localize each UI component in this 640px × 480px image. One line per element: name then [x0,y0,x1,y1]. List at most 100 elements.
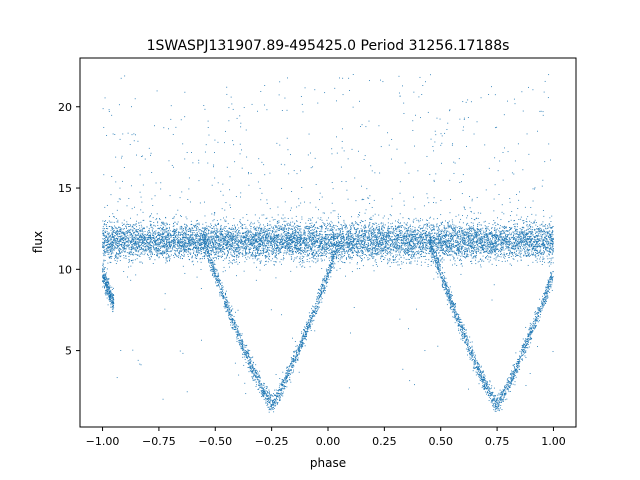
data-point [102,241,104,243]
data-point [290,256,292,258]
data-point [115,232,117,234]
data-point [476,231,477,233]
data-point [547,262,549,264]
data-point [316,238,318,239]
data-point [407,227,409,229]
data-point [207,242,209,244]
data-point [292,253,294,255]
data-point [305,222,307,224]
data-point [461,246,462,248]
data-point [206,238,208,240]
data-point [547,258,549,260]
data-point [359,245,361,247]
data-point [407,239,409,241]
data-point [372,236,373,238]
data-point [461,253,463,255]
data-point [256,240,258,242]
data-point [149,239,151,241]
data-point [512,236,514,238]
data-point [247,246,249,248]
data-point [368,228,370,230]
data-point [311,260,313,262]
data-point [257,238,259,240]
data-point [398,258,400,260]
data-point [303,237,305,239]
data-point [379,250,381,252]
data-point [322,247,323,249]
data-point [175,242,177,244]
data-point [270,240,272,242]
data-point [471,246,473,248]
data-point [122,231,124,233]
data-point [164,245,166,247]
data-point [431,254,433,255]
data-point [385,246,387,248]
data-point [486,241,488,243]
data-point [328,224,330,226]
data-point [411,235,413,237]
data-point [387,253,389,255]
data-point [132,262,134,264]
data-point [435,232,437,234]
data-point [158,231,159,233]
data-point [362,252,364,254]
data-point [229,235,231,237]
data-point [286,242,287,244]
data-point [140,235,141,237]
data-point [359,248,361,250]
data-point [284,228,286,230]
data-point [343,247,345,249]
data-point [151,241,153,243]
data-point [252,251,254,253]
data-point [286,243,288,245]
data-point [188,244,190,246]
data-point [524,254,526,256]
data-point [481,242,483,244]
data-point [117,235,119,237]
data-point [352,250,354,252]
data-point [347,245,349,247]
data-point [494,239,496,241]
data-point [110,240,112,242]
data-point [475,237,477,239]
data-point [423,247,425,249]
data-point [138,244,140,246]
data-point [241,235,243,237]
data-point [350,248,352,250]
data-point [283,228,285,230]
data-point [546,240,548,242]
data-point [548,232,550,234]
data-point [448,220,450,222]
data-point [162,232,164,234]
data-point [171,240,173,242]
data-point [120,244,121,246]
data-point [455,245,457,246]
data-point [390,240,392,241]
data-point [444,242,446,244]
data-point [308,253,310,255]
data-point [218,243,220,245]
data-point [509,239,511,241]
data-point [432,247,434,249]
data-point [494,235,496,236]
data-point [490,249,492,251]
data-point [195,244,197,246]
data-point [496,256,498,258]
data-point [116,258,118,260]
data-point [399,233,401,235]
data-point [503,252,505,254]
data-point [467,240,469,242]
data-point [268,241,270,243]
data-point [375,250,377,252]
data-point [433,241,435,243]
data-point [219,242,221,244]
data-point [545,238,547,240]
data-point [183,255,185,257]
data-point [334,251,335,253]
data-point [436,223,438,225]
data-point [299,237,301,239]
data-point [440,260,442,262]
data-point [216,229,218,231]
data-point [264,244,266,246]
data-point [372,248,373,250]
